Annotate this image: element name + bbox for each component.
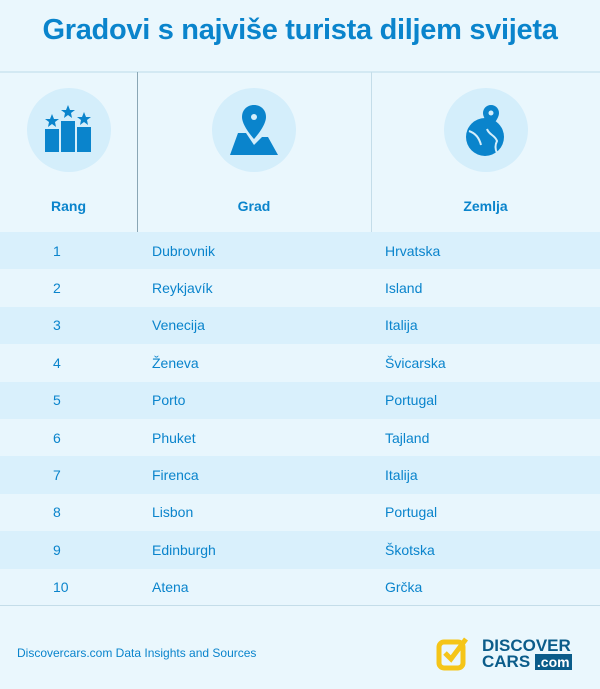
rank-cell: 1 xyxy=(53,242,61,259)
country-cell: Škotska xyxy=(385,541,435,558)
discovercars-logo: DISCOVER CARS .com xyxy=(436,636,572,672)
page-title: Gradovi s najviše turista diljem svijeta xyxy=(42,14,558,46)
city-cell: Firenca xyxy=(152,467,199,484)
country-cell: Švicarska xyxy=(385,354,446,371)
ranking-table: 1 Dubrovnik Hrvatska 2 Reykjavík Island 3 Venec… xyxy=(0,232,600,606)
city-cell: Dubrovnik xyxy=(152,242,216,259)
country-cell: Tajland xyxy=(385,429,430,446)
table-row: 2 Reykjavík Island xyxy=(0,269,600,307)
table-row: 8 Lisbon Portugal xyxy=(0,493,600,532)
country-cell: Portugal xyxy=(385,392,438,409)
rank-cell: 9 xyxy=(53,541,61,558)
rank-cell: 5 xyxy=(53,392,61,409)
header-zemlja: Zemlja xyxy=(371,72,600,232)
rank-cell: 2 xyxy=(53,280,61,297)
table-row: 4 Ženeva Švicarska xyxy=(0,344,600,382)
logo-com: .com xyxy=(534,654,572,670)
column-header: Grad xyxy=(237,198,271,214)
logo-line2: CARS xyxy=(482,652,531,671)
city-cell: Reykjavík xyxy=(152,280,213,297)
column-header: Rang xyxy=(51,198,86,214)
column-header: Zemlja xyxy=(463,198,508,214)
header-grad: Grad xyxy=(137,72,371,232)
city-cell: Ženeva xyxy=(152,354,199,371)
rank-cell: 4 xyxy=(53,354,61,371)
divider xyxy=(0,605,600,606)
podium-stars-icon xyxy=(26,88,111,172)
city-cell: Lisbon xyxy=(152,504,194,521)
map-pin-icon xyxy=(212,88,296,172)
city-cell: Atena xyxy=(152,579,189,596)
city-cell: Phuket xyxy=(152,429,196,446)
header-rang: Rang xyxy=(0,72,137,232)
divider xyxy=(0,71,600,73)
checkbox-logo-icon xyxy=(436,637,468,671)
rank-cell: 8 xyxy=(53,504,61,521)
city-cell: Venecija xyxy=(152,317,205,334)
table-row: 7 Firenca Italija xyxy=(0,456,600,494)
country-cell: Island xyxy=(385,280,423,297)
logo-line1: DISCOVER xyxy=(482,636,571,655)
table-row: 6 Phuket Tajland xyxy=(0,418,600,457)
table-row: 3 Venecija Italija xyxy=(0,306,600,345)
city-cell: Edinburgh xyxy=(152,541,216,558)
table-row: 1 Dubrovnik Hrvatska xyxy=(0,232,600,270)
table-row: 10 Atena Grčka xyxy=(0,568,600,606)
country-cell: Grčka xyxy=(385,579,423,596)
rank-cell: 10 xyxy=(53,579,69,596)
table-row: 5 Porto Portugal xyxy=(0,381,600,419)
city-cell: Porto xyxy=(152,392,186,409)
rank-cell: 7 xyxy=(53,467,61,484)
rank-cell: 3 xyxy=(53,317,61,334)
country-cell: Italija xyxy=(385,317,418,334)
rank-cell: 6 xyxy=(53,429,61,446)
source-link[interactable]: Discovercars.com Data Insights and Sourc… xyxy=(17,646,257,660)
table-row: 9 Edinburgh Škotska xyxy=(0,531,600,569)
globe-pin-icon xyxy=(443,88,528,172)
country-cell: Italija xyxy=(385,467,418,484)
country-cell: Hrvatska xyxy=(385,242,441,259)
country-cell: Portugal xyxy=(385,504,438,521)
